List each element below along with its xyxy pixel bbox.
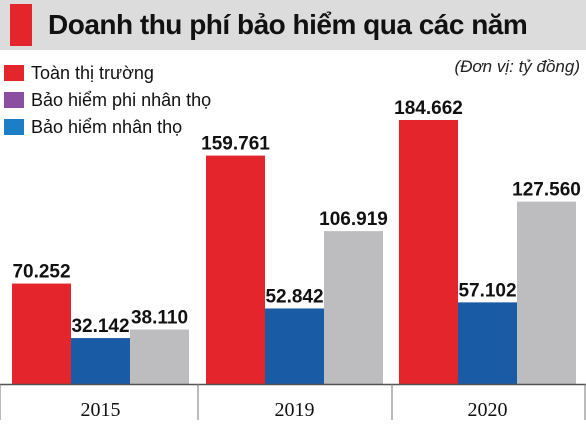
bar-2015-series-0	[12, 284, 71, 384]
value-label-2020-series-0: 184.662	[394, 98, 463, 119]
bar-2015-series-1	[71, 338, 130, 384]
value-label-2020-series-1: 57.102	[458, 280, 516, 301]
category-label-2015: 2015	[81, 399, 121, 421]
value-label-2019-series-0: 159.761	[201, 134, 270, 155]
category-label-2020: 2020	[468, 399, 508, 421]
category-label-2019: 2019	[275, 399, 315, 421]
bar-2015-series-2	[130, 330, 189, 384]
bar-2019-series-2	[324, 231, 383, 384]
value-label-2019-series-2: 106.919	[319, 209, 388, 230]
value-label-2015-series-0: 70.252	[12, 262, 70, 283]
bar-2020-series-0	[399, 120, 458, 384]
value-label-2020-series-2: 127.560	[512, 180, 581, 201]
bar-2020-series-2	[517, 202, 576, 384]
value-label-2015-series-1: 32.142	[71, 316, 129, 337]
bar-2020-series-1	[458, 302, 517, 384]
bar-2019-series-0	[206, 156, 265, 384]
bar-2019-series-1	[265, 308, 324, 384]
value-label-2019-series-1: 52.842	[265, 286, 323, 307]
value-label-2015-series-2: 38.110	[131, 308, 188, 329]
